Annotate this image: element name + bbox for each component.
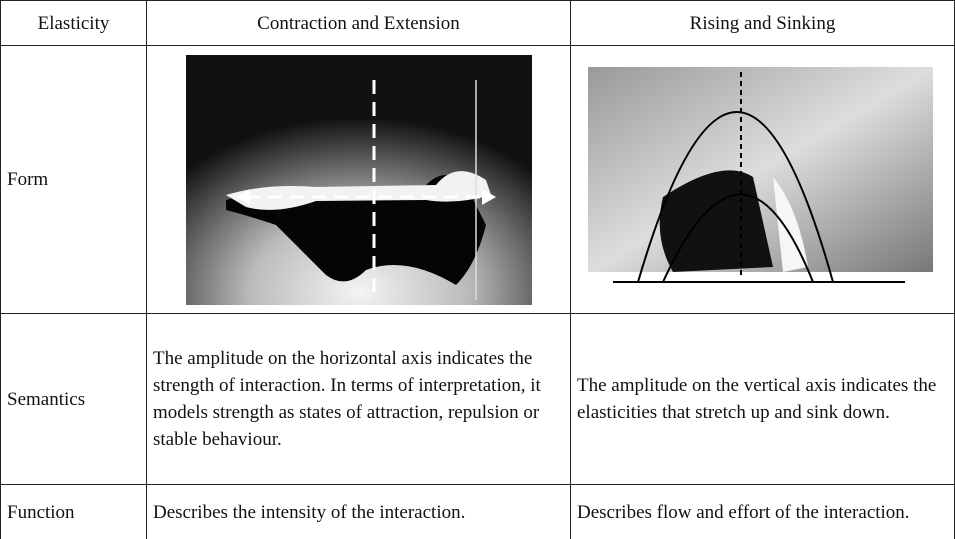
- header-cell: Contraction and Extension: [147, 1, 571, 46]
- header-cell: Rising and Sinking: [571, 1, 955, 46]
- cell-text: The amplitude on the horizontal axis ind…: [147, 314, 571, 485]
- header-cell: Elasticity: [1, 1, 147, 46]
- page: {"table": { "header": ["Elasticity", "Co…: [0, 0, 955, 538]
- contraction-image: [186, 55, 532, 305]
- row-label: Function: [1, 485, 147, 539]
- image-cell: [571, 46, 955, 314]
- function-row: Function Describes the intensity of the …: [1, 485, 955, 539]
- cell-text: Describes the intensity of the interacti…: [147, 485, 571, 539]
- form-row: Form: [1, 46, 955, 314]
- row-label: Form: [1, 46, 147, 314]
- cell-text: Describes flow and effort of the interac…: [571, 485, 955, 539]
- rising-image: [583, 67, 943, 292]
- semantics-row: Semantics The amplitude on the horizonta…: [1, 314, 955, 485]
- cell-text: The amplitude on the vertical axis indic…: [571, 314, 955, 485]
- image-cell: [147, 46, 571, 314]
- row-label: Semantics: [1, 314, 147, 485]
- header-row: Elasticity Contraction and Extension Ris…: [1, 1, 955, 46]
- table: Elasticity Contraction and Extension Ris…: [0, 0, 955, 539]
